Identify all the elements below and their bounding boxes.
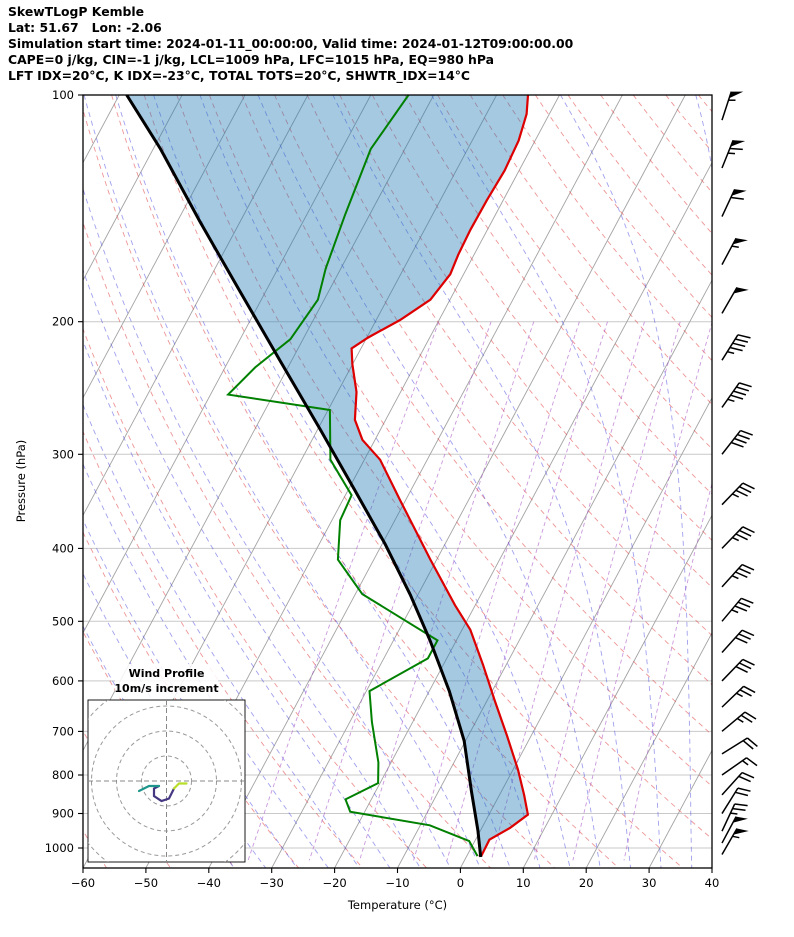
page-title: SkewTLogP Kemble <box>8 4 145 19</box>
svg-text:0: 0 <box>457 876 464 890</box>
hodograph-subtitle: 10m/s increment <box>114 682 218 695</box>
y-axis-title: Pressure (hPa) <box>14 440 28 523</box>
svg-text:300: 300 <box>52 447 74 461</box>
svg-text:800: 800 <box>52 768 74 782</box>
hodograph-trace <box>172 782 188 790</box>
mixing-ratio-lines <box>247 321 712 861</box>
svg-text:900: 900 <box>52 807 74 821</box>
isotherms <box>83 95 712 868</box>
hodograph-inset: Wind Profile 10m/s increment <box>87 664 246 863</box>
svg-text:−40: −40 <box>197 876 221 890</box>
svg-text:200: 200 <box>52 315 74 329</box>
dry-adiabats <box>83 95 712 868</box>
x-axis-title: Temperature (°C) <box>347 898 447 912</box>
indices-line-1: CAPE=0 j/kg, CIN=-1 j/kg, LCL=1009 hPa, … <box>8 52 494 67</box>
svg-text:100: 100 <box>52 88 74 102</box>
wind-barbs <box>721 91 758 855</box>
svg-text:1000: 1000 <box>45 841 74 855</box>
svg-text:−50: −50 <box>134 876 158 890</box>
dewpoint-curve <box>225 95 479 857</box>
times-line: Simulation start time: 2024-01-11_00:00:… <box>8 36 574 51</box>
y-axis: 100 200 300 400 500 600 700 800 900 1000 Pressure … <box>14 88 83 855</box>
indices-line-2: LFT IDX=20°C, K IDX=-23°C, TOTAL TOTS=20… <box>8 68 471 83</box>
header-block: SkewTLogP Kemble Lat: 51.67 Lon: -2.06 S… <box>8 4 573 84</box>
svg-text:500: 500 <box>52 614 74 628</box>
svg-text:20: 20 <box>579 876 594 890</box>
parcel-curve <box>125 95 483 858</box>
svg-text:10: 10 <box>516 876 531 890</box>
hodograph-title: Wind Profile <box>129 667 205 680</box>
temperature-curve <box>350 95 530 857</box>
svg-text:400: 400 <box>52 541 74 555</box>
svg-text:−10: −10 <box>385 876 409 890</box>
svg-text:30: 30 <box>642 876 657 890</box>
svg-text:600: 600 <box>52 674 74 688</box>
cin-shading <box>126 95 528 857</box>
svg-text:−20: −20 <box>322 876 346 890</box>
hodograph-trace <box>137 784 161 793</box>
x-axis: −60 −50 −40 −30 −20 −10 0 10 20 30 40 Temperature (… <box>71 868 719 912</box>
svg-text:−60: −60 <box>71 876 95 890</box>
svg-text:40: 40 <box>705 876 720 890</box>
location-line: Lat: 51.67 Lon: -2.06 <box>8 20 162 35</box>
hodograph-trace <box>152 784 176 803</box>
svg-text:700: 700 <box>52 724 74 738</box>
svg-text:−30: −30 <box>260 876 284 890</box>
